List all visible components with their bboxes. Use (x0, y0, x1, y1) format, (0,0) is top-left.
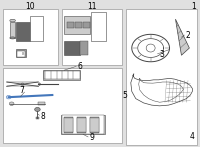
Bar (36, 117, 39, 119)
Text: 1: 1 (191, 2, 196, 11)
Ellipse shape (10, 37, 15, 39)
Bar (30, 16, 43, 41)
Bar (44, 71, 80, 79)
Bar (62, 115, 104, 134)
Bar (64, 118, 73, 132)
Bar (83, 22, 90, 28)
Bar (77, 117, 86, 133)
Text: 7: 7 (19, 86, 24, 95)
Bar (10, 22, 15, 38)
Ellipse shape (38, 83, 40, 85)
Bar (64, 41, 80, 55)
Bar (77, 118, 86, 132)
Bar (80, 41, 88, 55)
Ellipse shape (146, 44, 155, 52)
Bar (16, 50, 26, 57)
Bar (61, 115, 105, 134)
Circle shape (6, 95, 11, 99)
Bar (62, 9, 122, 65)
Text: 5: 5 (122, 91, 127, 100)
Bar (75, 22, 82, 28)
Bar (67, 22, 74, 28)
Circle shape (9, 102, 14, 105)
Text: 9: 9 (89, 133, 94, 142)
Text: 11: 11 (87, 2, 97, 11)
Text: 10: 10 (26, 2, 35, 11)
Bar (38, 102, 45, 105)
Text: 6: 6 (77, 62, 82, 71)
Ellipse shape (10, 19, 15, 22)
Bar (64, 16, 90, 34)
Bar (91, 12, 106, 41)
Text: 8: 8 (40, 112, 45, 121)
Bar (3, 9, 58, 65)
Text: 2: 2 (185, 31, 190, 40)
Polygon shape (175, 19, 189, 55)
Text: 4: 4 (190, 132, 195, 141)
Bar (17, 51, 25, 57)
Circle shape (35, 107, 40, 111)
Bar (90, 117, 99, 133)
Bar (16, 22, 30, 41)
Circle shape (21, 83, 24, 85)
Bar (126, 9, 197, 145)
Bar (3, 68, 122, 143)
Text: 3: 3 (160, 50, 164, 59)
Bar (64, 117, 73, 133)
Text: B: B (21, 52, 24, 56)
Bar (43, 70, 80, 80)
Bar (90, 118, 99, 132)
